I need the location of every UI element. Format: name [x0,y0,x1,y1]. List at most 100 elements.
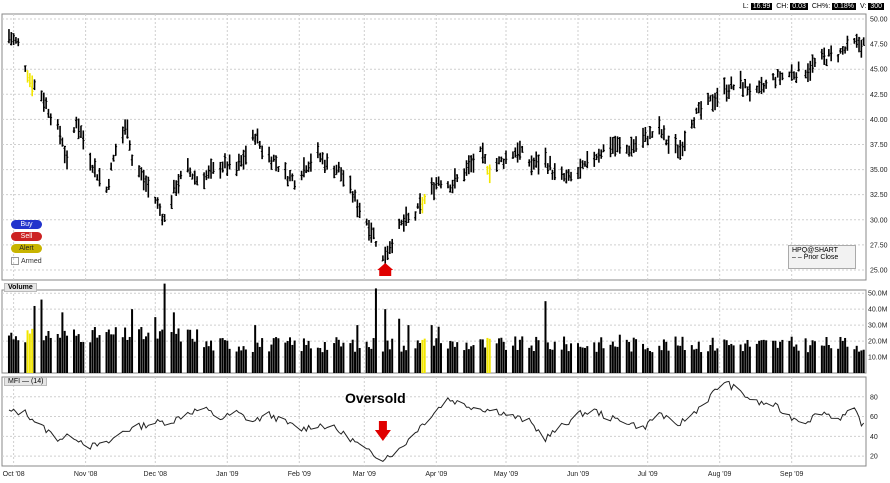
volume-bar [700,352,703,373]
volume-bar [49,337,52,373]
volume-bar [616,346,619,373]
sell-button[interactable]: Sell [11,232,42,241]
volume-bar [275,337,278,373]
volume-bar [467,349,470,373]
volume-bar [495,343,498,373]
volume-bar [549,349,552,373]
volume-bar [365,341,368,373]
volume-bar [237,346,240,373]
volume-bar [676,345,679,373]
volume-bar [825,337,828,373]
volume-value: 300 [868,3,884,10]
volume-bar [470,346,473,373]
armed-checkbox[interactable]: Armed [11,257,42,265]
volume-bar [537,340,540,373]
volume-bar [75,335,78,373]
volume-bar [600,337,603,373]
volume-bar [196,329,199,373]
volume-bar [391,338,394,373]
price-tick-label: 25.00 [870,267,888,274]
change-label: CH: [776,3,789,10]
buy-button[interactable]: Buy [11,220,42,229]
volume-bar [481,339,484,373]
volume-bar [570,343,573,373]
volume-bar [858,351,861,373]
volume-bar [172,312,175,373]
volume-bar [433,345,435,373]
volume-bar [823,345,826,373]
volume-bar [498,338,501,373]
volume-bar [96,337,99,373]
volume-bar [272,338,275,373]
volume-bar [40,299,43,373]
volume-bar [91,330,94,373]
volume-bar [732,345,735,373]
volume-bar [235,351,238,373]
volume-bar [614,346,617,373]
volume-bar [630,351,633,373]
volume-bar [140,327,143,373]
volume-tick-label: 40.0M [868,307,888,314]
mfi-pane-title: MFI — (14) [4,377,48,386]
price-tick-label: 40.00 [870,117,888,124]
volume-bar [746,339,749,373]
volume-bar [693,349,696,373]
volume-bar [860,350,863,373]
volume-bar [505,349,507,373]
volume-bar [649,351,651,373]
volume-bar [251,351,254,373]
chart-legend: HPQ@SHART – – Prior Close [788,245,856,269]
volume-bar [658,345,661,373]
volume-bar [725,340,728,373]
volume-bar [611,341,614,373]
volume-bar [419,342,422,373]
volume-bar [112,334,115,373]
volume-bar [323,341,326,373]
volume-bar [326,349,329,373]
volume-bar [690,345,693,373]
volume-bar [437,326,440,373]
volume-bar [841,340,844,373]
volume-bar [47,331,50,373]
volume-bar [98,335,101,373]
volume-bar [386,340,389,373]
volume-bar [370,348,373,373]
volume-bar [398,318,401,373]
volume-bar [795,344,798,373]
status-bar: L: 16.99 CH: 0.03 CH%: 0.18% V: 300 [743,3,886,10]
volume-bar [28,333,31,373]
volume-bar [516,349,519,373]
volume-bar [161,329,164,373]
volume-bar [210,340,213,373]
volume-bar [748,346,751,373]
alert-button[interactable]: Alert [11,244,42,253]
volume-bar [514,336,517,373]
volume-bar [179,341,182,373]
volume-bar [609,344,612,373]
volume-bar [453,346,456,373]
price-tick-label: 50.00 [870,17,888,24]
change-value: 0.03 [790,3,808,10]
up-arrow-icon [377,263,394,276]
volume-tick-label: 50.0M [868,291,888,298]
volume-bar [177,328,180,373]
volume-bar [286,341,289,373]
volume-bar [809,345,812,373]
volume-bar [300,351,303,373]
volume-bar [674,336,677,373]
volume-bar [293,340,296,373]
x-tick-label: Mar '09 [353,471,376,478]
volume-bar [384,309,387,373]
volume-bar [772,340,775,373]
volume-bar [465,342,468,373]
x-tick-label: Feb '09 [288,471,311,478]
volume-bar [405,350,408,373]
volume-bar [261,338,264,373]
volume-bar [862,349,865,373]
volume-bar [511,345,514,373]
volume-bar [683,350,686,373]
volume-bar [110,334,113,373]
volume-bar [270,344,273,373]
volume-bar [105,332,108,373]
